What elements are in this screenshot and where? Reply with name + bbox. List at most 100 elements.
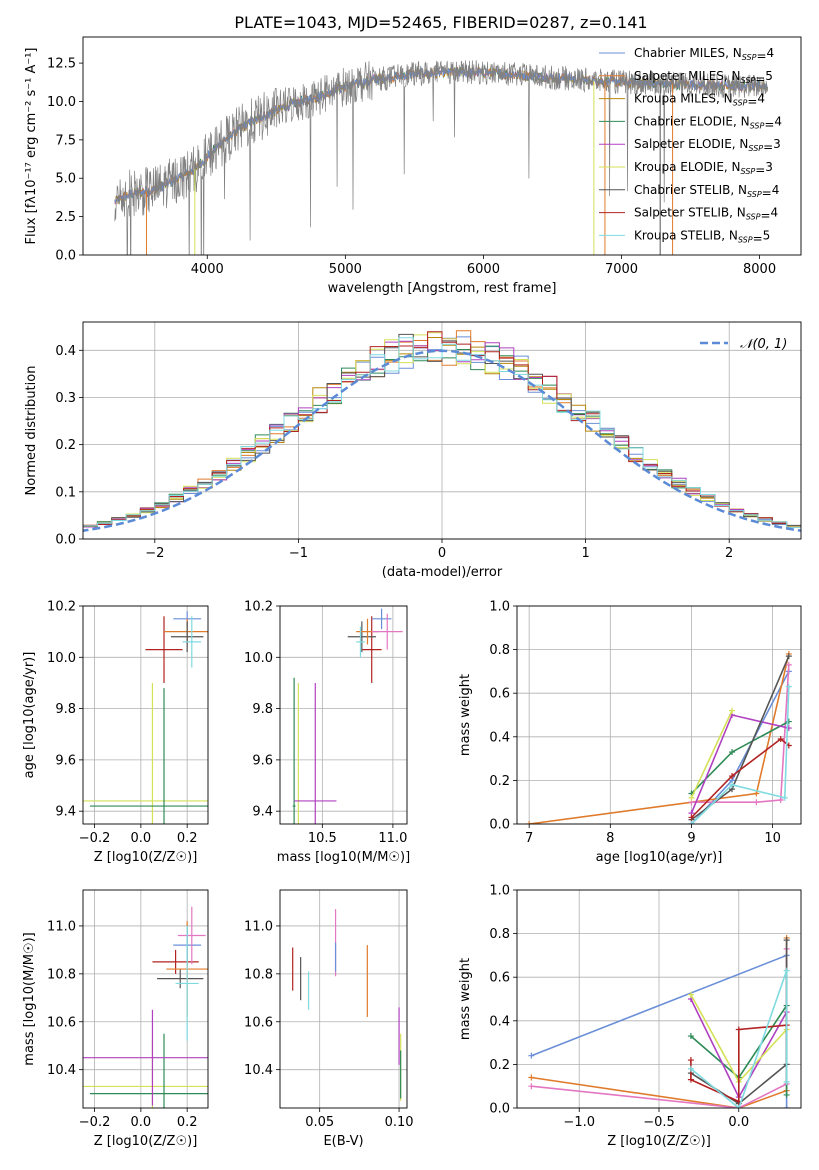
plot-area-spectrum <box>114 60 768 255</box>
x-tick-label: −0.5 <box>643 1115 675 1130</box>
legend-entry: Salpeter MILES, NSSP=5 <box>634 69 773 86</box>
legend-subscript: SSP <box>738 235 753 244</box>
legend-subscript: SSP <box>747 190 762 199</box>
axes-frame <box>82 605 209 825</box>
weight-marker <box>526 821 533 824</box>
weight-marker <box>687 1065 694 1072</box>
x-tick-label: −1.0 <box>563 1115 595 1130</box>
weight-line <box>690 710 733 799</box>
weight-marker <box>688 794 695 801</box>
x-tick-label: 8 <box>606 831 614 846</box>
plot-area-age-vs-Z <box>83 611 208 824</box>
legend-label: Kroupa STELIB, N <box>634 228 738 242</box>
x-axis-label: Z [log10(Z/Z☉)] <box>607 1134 711 1149</box>
weight-marker <box>687 1057 694 1064</box>
axes-frame <box>516 889 802 1109</box>
x-tick-label: 4000 <box>191 262 224 277</box>
y-tick-label: 12.5 <box>47 57 76 72</box>
y-axis-label: mass weight <box>458 958 473 1040</box>
panel-age-vs-mass: 10.5 11.0 9.4 9.6 9.8 10.0 10.2 mass [log10(M/M… <box>244 600 410 866</box>
y-tick-label: 9.4 <box>252 805 273 820</box>
weight-marker <box>783 937 790 944</box>
legend-subscript: SSP <box>746 213 761 222</box>
legend-label: Kroupa ELODIE, N <box>634 160 741 174</box>
weight-marker <box>785 653 792 660</box>
x-axis-label: (data-model)/error <box>382 565 503 580</box>
legend-entry: Chabrier STELIB, NSSP=4 <box>634 183 779 200</box>
legend-n: 4 <box>772 183 780 197</box>
axes-age-vs-mass: 10.5 11.0 9.4 9.6 9.8 10.0 10.2 mass [log10(M/M… <box>244 600 410 866</box>
legend-label: Chabrier ELODIE, N <box>634 114 750 128</box>
plot-area-weight-vs-Z <box>528 934 790 1108</box>
x-tick-label: 10.5 <box>308 831 337 846</box>
weight-marker <box>729 781 736 788</box>
legend-label: Chabrier MILES, N <box>634 46 742 60</box>
x-tick-label: 5000 <box>329 262 362 277</box>
panel-spectrum: 4000 5000 6000 7000 8000 0.0 2.5 5.0 7.5 10.0 12.5… <box>24 36 802 296</box>
plot-area-mass-vs-Z <box>83 906 208 1108</box>
y-tick-label: 0.0 <box>55 249 76 264</box>
legend-subscript: SSP <box>748 144 763 153</box>
figure-title: PLATE=1043, MJD=52465, FIBERID=0287, z=0… <box>234 13 647 32</box>
legend-n: 4 <box>757 92 765 106</box>
y-tick-label: 0.0 <box>489 1102 510 1117</box>
y-axis-label: age [log10(age/yr)] <box>22 652 37 779</box>
weight-marker <box>777 797 784 804</box>
legend-entry: Chabrier MILES, NSSP=4 <box>634 46 774 63</box>
y-tick-label: 0.8 <box>489 643 510 658</box>
y-tick-label: 10.4 <box>244 1063 273 1078</box>
y-tick-label: 10.6 <box>244 1015 273 1030</box>
legend-n: 3 <box>773 137 781 151</box>
y-tick-label: 5.0 <box>55 172 76 187</box>
weight-line <box>690 720 790 795</box>
y-tick-label: 11.0 <box>244 919 273 934</box>
y-tick-label: 10.0 <box>244 651 273 666</box>
legend-label: Salpeter STELIB, N <box>634 206 746 220</box>
x-tick-label: 6000 <box>467 262 500 277</box>
legend-subscript: SSP <box>750 121 765 130</box>
y-tick-label: 9.6 <box>252 753 273 768</box>
legend-subscript: SSP <box>741 167 756 176</box>
legend: Chabrier MILES, NSSP=4 Salpeter MILES, NS… <box>599 46 782 245</box>
y-tick-label: 9.8 <box>55 702 76 717</box>
weight-marker <box>528 1074 535 1081</box>
weight-marker <box>729 707 736 714</box>
legend-entry: Salpeter STELIB, NSSP=4 <box>634 206 778 223</box>
y-tick-label: 10.0 <box>47 651 76 666</box>
x-axis-label: Z [log10(Z/Z☉)] <box>94 1134 198 1149</box>
x-tick-label: 7000 <box>605 262 638 277</box>
axes-frame <box>82 889 209 1109</box>
legend-n: 5 <box>765 69 773 83</box>
legend-entry: Kroupa ELODIE, NSSP=3 <box>634 160 773 177</box>
x-tick-label: 1 <box>581 546 589 561</box>
y-tick-label: 0.2 <box>489 1058 510 1073</box>
axes-mass-vs-EBV: 0.05 0.10 10.4 10.6 10.8 11.0 E(B-V) <box>244 889 414 1149</box>
y-tick-label: 9.8 <box>252 702 273 717</box>
y-tick-label: 0.0 <box>55 533 76 548</box>
weight-line <box>529 653 790 824</box>
legend: 𝒩(0, 1) <box>700 337 787 352</box>
weight-marker <box>528 1052 535 1059</box>
axes-spectrum: 4000 5000 6000 7000 8000 0.0 2.5 5.0 7.5 10.0 12.5… <box>24 36 802 296</box>
histogram-series <box>83 331 801 529</box>
y-tick-label: 10.2 <box>244 600 273 615</box>
legend-label: Kroupa MILES, N <box>634 92 733 106</box>
x-tick-label: 8000 <box>743 262 776 277</box>
weight-marker <box>735 1105 742 1108</box>
weight-marker <box>528 1083 535 1090</box>
x-axis-label: age [log10(age/yr)] <box>596 850 723 865</box>
y-axis-label: Normed distribution <box>24 366 39 496</box>
legend-label: Chabrier STELIB, N <box>634 183 747 197</box>
axes-residuals: −2 −1 0 1 2 0.0 0.1 0.2 0.3 0.4 (data-model)/error… <box>24 321 802 580</box>
y-tick-label: 0.4 <box>489 1014 510 1029</box>
weight-marker <box>687 1033 694 1040</box>
x-tick-label: −0.2 <box>79 831 111 846</box>
axes-weight-vs-age: 7 8 9 10 0.0 0.2 0.4 0.6 0.8 1.0 age [log10(age/yr… <box>458 600 802 865</box>
x-tick-label: 0 <box>438 546 446 561</box>
axes-frame <box>82 36 802 256</box>
x-tick-label: 11.0 <box>378 831 407 846</box>
x-tick-label: 0.10 <box>385 1115 414 1130</box>
legend-entry: Salpeter ELODIE, NSSP=3 <box>634 137 781 154</box>
legend-subscript: SSP <box>741 76 756 85</box>
legend-n: 4 <box>771 206 779 220</box>
